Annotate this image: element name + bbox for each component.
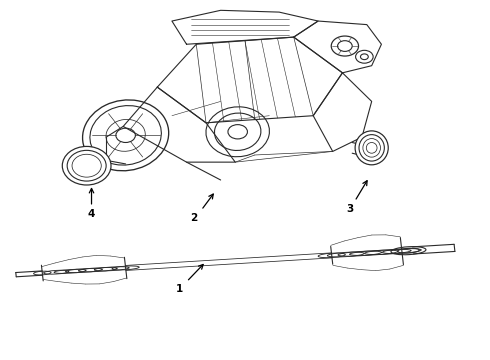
Text: 2: 2 xyxy=(190,213,197,223)
Text: 4: 4 xyxy=(88,209,95,219)
Text: 3: 3 xyxy=(346,204,353,214)
Text: 1: 1 xyxy=(175,284,183,294)
Ellipse shape xyxy=(62,147,111,185)
Ellipse shape xyxy=(355,131,388,165)
